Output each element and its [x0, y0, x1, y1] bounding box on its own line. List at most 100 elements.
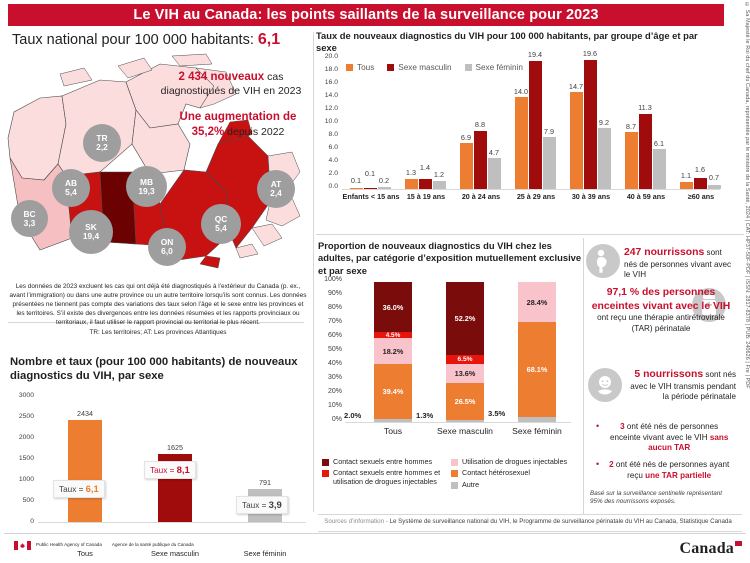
age-cat-6: ≥60 ans	[687, 192, 715, 201]
age-bar-tous-2	[460, 143, 473, 189]
legend-item-udi: Utilisation de drogues injectables	[451, 457, 580, 467]
counts-ytick-2500: 2500	[18, 413, 34, 420]
medication-bottle-glyph	[702, 295, 716, 315]
counts-cat-feminin: Sexe féminin	[243, 549, 287, 558]
divider-vertical-main	[313, 32, 314, 512]
stat-item-3-body: sont nés avec le VIH transmis pendant la…	[630, 370, 736, 402]
exposure-chart: 100% 90% 80% 70% 60% 50% 40% 30% 20% 10%…	[318, 276, 576, 440]
counts-ytick-3000: 3000	[18, 392, 34, 399]
age-bar-tous-1	[405, 179, 418, 189]
stat-bullet-1: • 3 ont été nés de personnes enceinte vi…	[596, 422, 736, 454]
counts-rate-box-feminin: Taux = 3,9	[236, 496, 288, 514]
exp-seg-hetero-feminin: 68.1%	[518, 322, 556, 417]
province-code-on: ON	[160, 237, 174, 248]
exposure-chart-panel: Proportion de nouveaux diagnostics du VI…	[318, 240, 582, 515]
exp-ytick-70: 70%	[327, 318, 342, 325]
province-rate-bc: 3,3	[23, 217, 36, 228]
counts-cat-tous: Tous	[77, 549, 93, 558]
age-bar-masculin-4	[584, 60, 597, 189]
agency-name-en: Public Health Agency of Canada	[36, 542, 102, 548]
age-cat-0: Enfants < 15 ans	[342, 192, 400, 201]
canada-flag-icon	[14, 541, 31, 550]
counts-rate-prefix-feminin: Taux =	[242, 500, 269, 510]
counts-bar-tous	[68, 420, 102, 522]
counts-ytick-1500: 1500	[18, 455, 34, 462]
pregnant-person-glyph	[597, 249, 607, 273]
counts-ytick-0: 0	[30, 518, 34, 525]
age-cat-4: 30 à 39 ans	[571, 192, 611, 201]
age-val-tous-1: 1.3	[405, 168, 417, 177]
age-ytick-8: 8.0	[328, 131, 338, 138]
canada-wordmark-flag	[735, 541, 742, 546]
exp-label-udi-feminin: 28.4%	[526, 297, 548, 307]
age-bar-feminin-2	[488, 158, 501, 189]
exp-label-autre-feminin: 3.5%	[488, 409, 506, 418]
legend-swatch-tous	[346, 64, 353, 71]
province-rate-on: 6,0	[161, 246, 173, 256]
divider-vertical-right	[583, 238, 584, 514]
age-val-masculin-0: 0.1	[364, 169, 376, 178]
exp-label-hetero-feminin: 68.1%	[526, 365, 548, 374]
province-bubble-at: AT 2,4	[257, 170, 295, 208]
counts-rate-value-feminin: 3,9	[268, 499, 282, 511]
age-bar-feminin-4	[598, 128, 611, 189]
exp-ytick-30: 30%	[327, 374, 342, 381]
legend-item-csh: Contact sexuels entre hommes	[322, 457, 451, 467]
counts-chart-title: Nombre et taux (pour 100 000 habitants) …	[10, 356, 298, 383]
age-bar-masculin-5	[639, 114, 652, 189]
age-val-tous-3: 14.0	[513, 87, 529, 96]
province-rate-ab: 5,4	[65, 187, 77, 197]
age-bar-masculin-0	[364, 188, 377, 189]
exp-seg-udi-masculin: 13.6%	[446, 364, 484, 383]
age-val-masculin-1: 1.4	[419, 163, 431, 172]
age-bar-tous-6	[680, 182, 693, 189]
province-code-ab: AB	[64, 178, 78, 189]
legend-label-masculin: Sexe masculin	[398, 63, 452, 72]
age-val-tous-4: 14.7	[568, 82, 584, 91]
age-ytick-6: 6.0	[328, 144, 338, 151]
counts-rate-box-tous: Taux = 6,1	[53, 480, 105, 498]
exp-cat-tous: Tous	[383, 426, 403, 436]
stat-bullet-1-emph: sans aucun TAR	[648, 432, 729, 453]
exp-label-udi-masculin: 13.6%	[454, 369, 476, 378]
national-rate-label: Taux national pour 100 000 habitants:	[12, 32, 254, 48]
counts-rate-value-masculin: 8,1	[176, 464, 190, 476]
age-val-tous-0: 0.1	[350, 176, 362, 185]
legend-swatch-feminin	[464, 64, 472, 71]
legend-item-csh-udi: Contact sexuels entre hommes et utilisat…	[322, 468, 451, 487]
legend-label-csh: Contact sexuels entre hommes	[333, 457, 433, 466]
age-ytick-16: 16.0	[324, 79, 338, 86]
province-code-bc: BC	[23, 208, 36, 219]
age-val-feminin-2: 4.7	[488, 148, 500, 157]
exp-axis-line	[345, 422, 571, 423]
exp-label-csh-masculin: 52.2%	[454, 314, 476, 323]
counts-ytick-500: 500	[22, 497, 34, 504]
infant-glyph	[598, 376, 612, 395]
agency-name-fr: Agence de la santé publique du Canada	[111, 542, 194, 548]
pregnant-person-icon	[586, 244, 620, 278]
exp-label-autre-masculin: 1.3%	[416, 411, 434, 420]
stat-bullet-1-body: ont été nés de personnes enceinte vivant…	[609, 422, 719, 442]
age-chart-legend: Tous Sexe masculin Sexe féminin	[346, 63, 523, 72]
stat-item-1-highlight: 247 nourrissons	[624, 247, 705, 258]
stat-bullet-2-text: 2 ont été nés de personnes ayant reçu un…	[604, 460, 734, 481]
exposure-chart-title: Proportion de nouveaux diagnostics du VI…	[318, 240, 582, 276]
canada-wordmark-text: Canada	[679, 540, 734, 557]
province-code-mb: MB	[139, 176, 154, 187]
age-val-masculin-4: 19.6	[582, 49, 598, 58]
age-sex-chart-title: Taux de nouveaux diagnostics du VIH pour…	[316, 30, 698, 54]
sources-text: Le Système de surveillance national du V…	[389, 518, 732, 525]
page-title: Le VIH au Canada: les points saillants d…	[8, 4, 724, 26]
age-bar-masculin-1	[419, 179, 432, 189]
callout-new-cases: 2 434 nouveaux cas diagnostiqués de VIH …	[150, 70, 312, 98]
footer-divider	[4, 533, 746, 534]
exp-seg-csh-tous: 36.0%	[374, 282, 412, 332]
province-bubble-ab: AB 5,4	[52, 169, 90, 207]
exp-seg-cshudi-masculin: 6.5%	[446, 355, 484, 364]
medication-bottle-icon	[692, 288, 726, 322]
legend-label-tous: Tous	[357, 63, 375, 72]
stat-bullet-1-text: 3 ont été nés de personnes enceinte viva…	[604, 422, 734, 454]
exp-seg-autre-masculin	[446, 420, 484, 422]
counts-axis-line	[38, 522, 306, 523]
